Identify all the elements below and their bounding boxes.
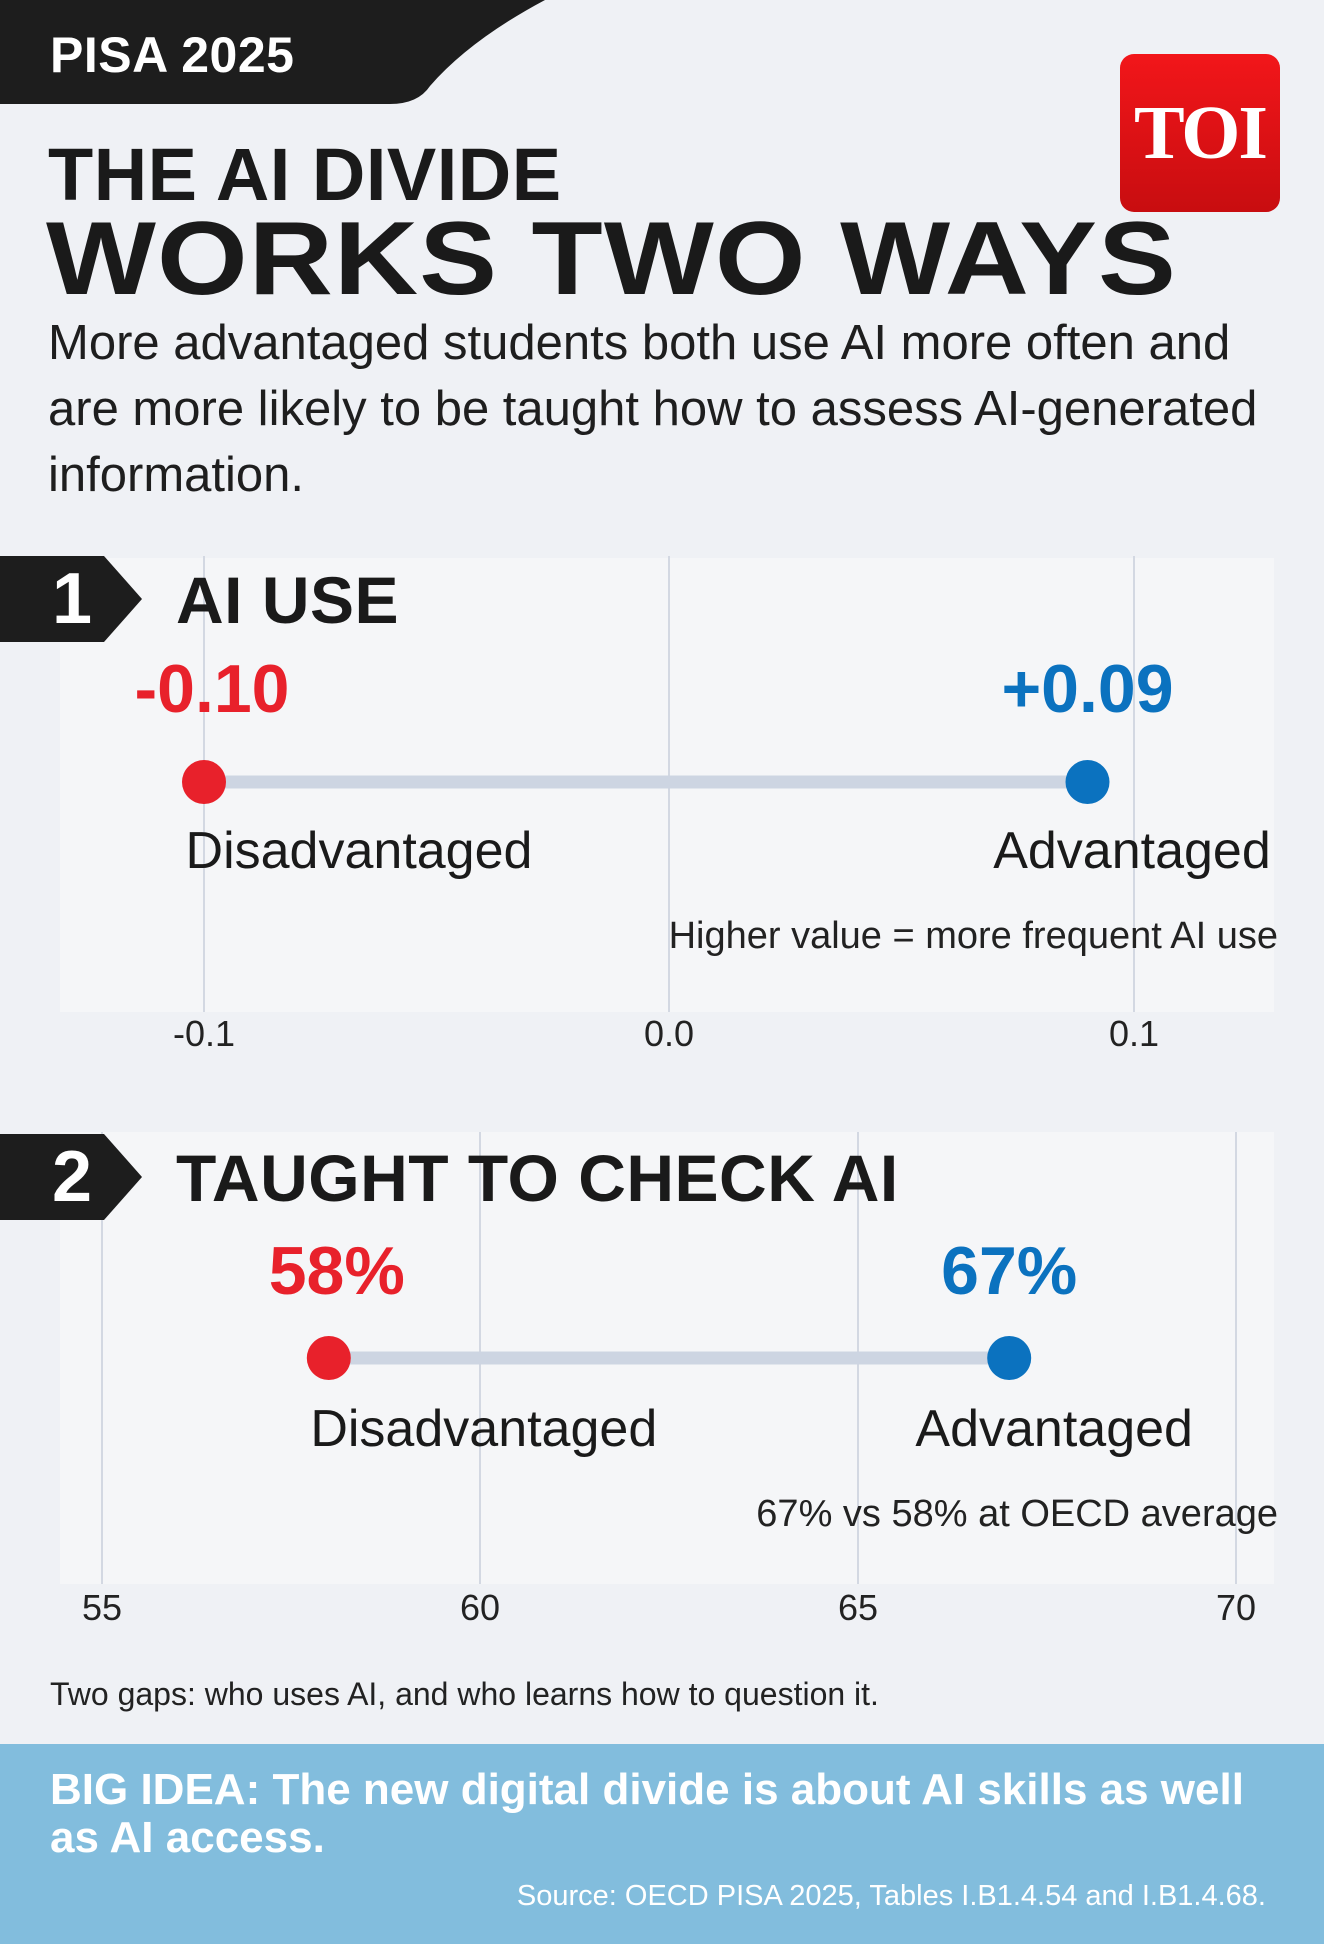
subtitle: More advantaged students both use AI mor… (48, 316, 1258, 502)
toi-logo-text: TOI (1133, 90, 1268, 175)
big-idea-band (0, 1744, 1324, 1944)
section-1-title: AI USE (176, 563, 400, 637)
advantaged-value-label: +0.09 (1001, 651, 1173, 727)
tick-label: 0.0 (644, 1013, 694, 1054)
title-line-1: THE AI DIVIDE (48, 133, 562, 216)
tick-label: 0.1 (1109, 1013, 1159, 1054)
toi-logo: TOI (1120, 54, 1280, 212)
tick-label: 60 (460, 1587, 500, 1628)
disadvantaged-value-label: 58% (269, 1233, 405, 1309)
advantaged-dot (1065, 760, 1110, 804)
disadvantaged-group-label: Disadvantaged (186, 822, 533, 880)
gaps-note: Two gaps: who uses AI, and who learns ho… (50, 1676, 879, 1712)
big-idea-text: BIG IDEA: The new digital divide is abou… (50, 1765, 1244, 1862)
advantaged-group-label: Advantaged (915, 1400, 1193, 1458)
disadvantaged-value-label: -0.10 (135, 651, 290, 727)
advantaged-dot (987, 1336, 1032, 1380)
section-1-badge (0, 556, 142, 642)
header-tag: PISA 2025 (50, 27, 295, 83)
section-2-title: TAUGHT TO CHECK AI (176, 1141, 899, 1215)
tick-label: 70 (1216, 1587, 1256, 1628)
source-note: Source: OECD PISA 2025, Tables I.B1.4.54… (516, 1880, 1266, 1912)
advantaged-group-label: Advantaged (993, 822, 1271, 880)
tick-label: 55 (82, 1587, 122, 1628)
tick-label: 65 (838, 1587, 878, 1628)
chart-note: Higher value = more frequent AI use (669, 915, 1278, 957)
advantaged-value-label: 67% (941, 1233, 1077, 1309)
header-tag-shape (0, 0, 545, 104)
title-line-2: WORKS TWO WAYS (46, 201, 1177, 317)
disadvantaged-dot (182, 760, 226, 804)
disadvantaged-dot (306, 1336, 351, 1380)
section-2-badge (0, 1134, 142, 1220)
tick-label: -0.1 (173, 1013, 235, 1054)
section-2-number: 2 (51, 1137, 93, 1217)
chart-note: 67% vs 58% at OECD average (756, 1493, 1278, 1535)
disadvantaged-group-label: Disadvantaged (310, 1400, 657, 1458)
section-1-number: 1 (51, 559, 93, 639)
